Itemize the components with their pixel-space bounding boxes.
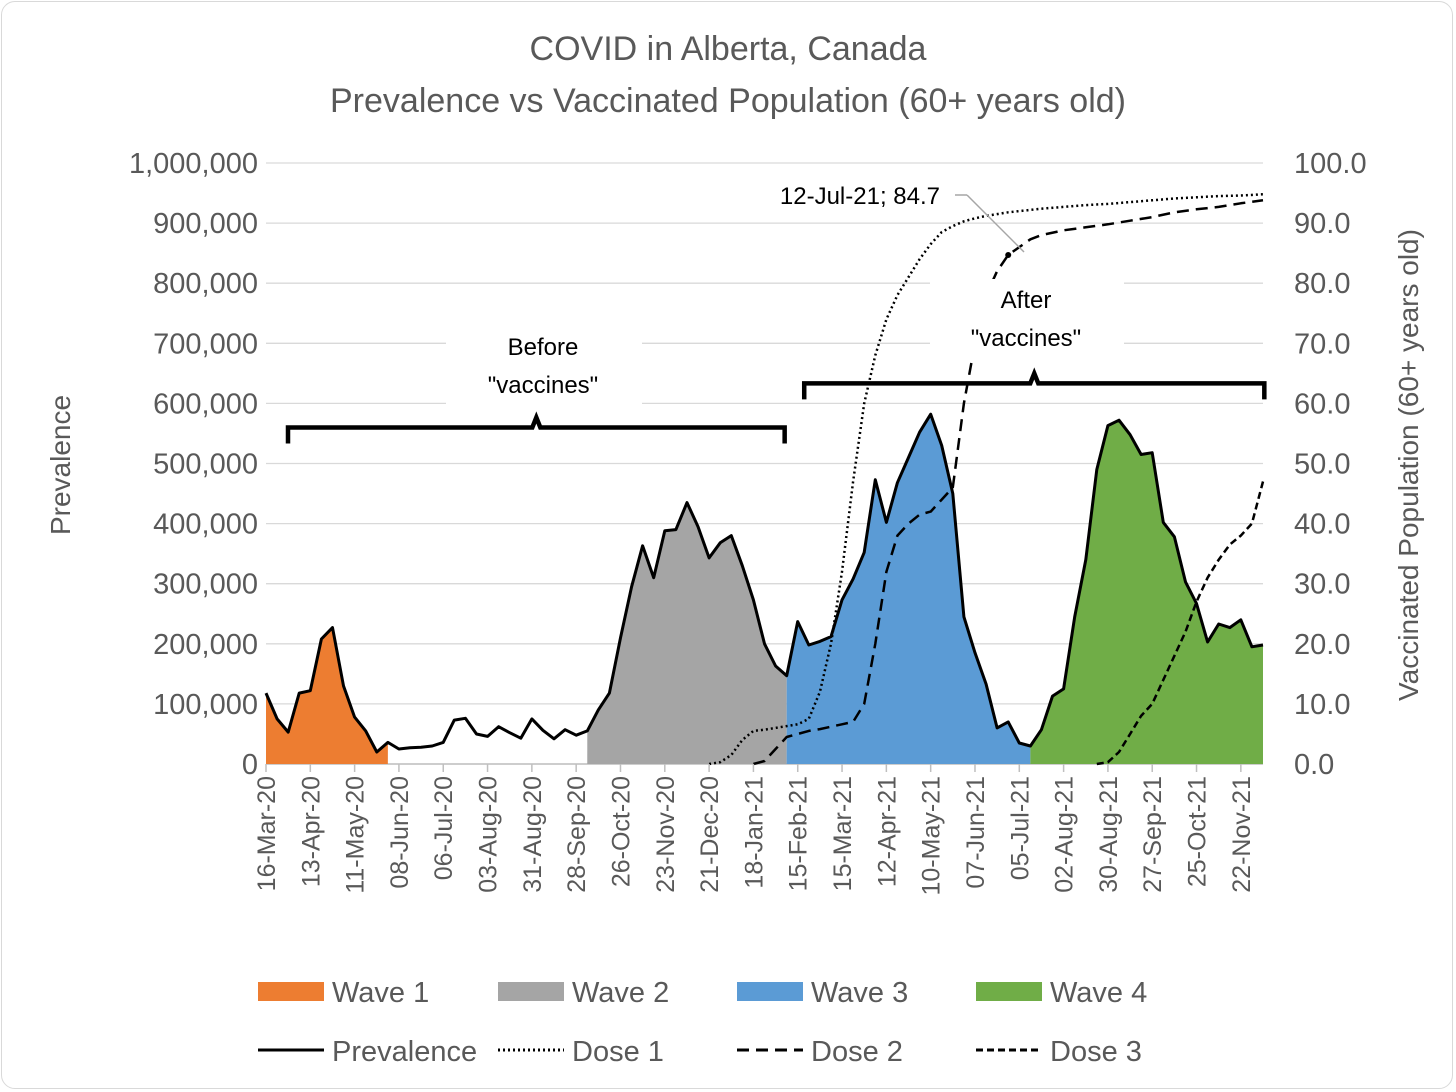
x-tick-label: 18-Jan-21	[740, 776, 768, 889]
y-tick-label: 300,000	[153, 569, 258, 601]
legend-label-wave-3: Wave 3	[811, 977, 908, 1009]
x-tick-label: 22-Nov-21	[1228, 776, 1256, 893]
y-tick-label: 0	[242, 749, 258, 781]
x-tick-label: 31-Aug-20	[519, 776, 547, 893]
y-axis-title: Prevalence	[45, 395, 76, 535]
point-label-leader-diag	[966, 194, 1025, 253]
legend-label-wave-2: Wave 2	[572, 977, 669, 1009]
legend-label-wave-4: Wave 4	[1050, 977, 1147, 1009]
line-dose-2	[753, 199, 1264, 766]
area-wave-1	[266, 627, 388, 764]
legend: Wave 1 Wave 2 Wave 3 Wave 4 Prevalence Dose 1…	[258, 977, 1147, 1068]
x-tick-label: 15-Feb-21	[785, 776, 813, 891]
after-label-line2: "vaccines"	[971, 325, 1081, 352]
x-tick-label: 26-Oct-20	[607, 776, 635, 887]
legend-swatch-wave-4	[976, 982, 1042, 1001]
legend-label-wave-1: Wave 1	[332, 977, 429, 1009]
series-lines	[264, 193, 1265, 766]
legend-label-dose-2: Dose 2	[811, 1036, 903, 1068]
y-tick-label: 200,000	[153, 629, 258, 661]
y-tick-label: 500,000	[153, 449, 258, 481]
line-dose-1	[708, 193, 1264, 766]
x-tick-label: 11-May-20	[342, 776, 370, 894]
before-label-line1: Before	[508, 334, 579, 361]
y2-tick-label: 20.0	[1294, 629, 1350, 661]
area-wave-4	[1030, 420, 1263, 764]
y2-tick-label: 60.0	[1294, 388, 1350, 420]
x-tick-label: 30-Aug-21	[1095, 776, 1123, 893]
x-tick-label: 06-Jul-20	[430, 776, 458, 880]
legend-label-dose-1: Dose 1	[572, 1036, 664, 1068]
y-tick-label: 600,000	[153, 388, 258, 420]
x-tick-label: 23-Nov-20	[652, 776, 680, 893]
area-wave-3	[786, 414, 1031, 764]
y2-tick-label: 30.0	[1294, 569, 1350, 601]
y-tick-label: 1,000,000	[129, 148, 258, 180]
y-tick-label: 900,000	[153, 208, 258, 240]
legend-label-dose-3: Dose 3	[1050, 1036, 1142, 1068]
legend-swatch-wave-2	[498, 982, 564, 1001]
y-tick-label: 400,000	[153, 509, 258, 541]
y-tick-label: 100,000	[153, 689, 258, 721]
x-tick-label: 25-Oct-21	[1184, 776, 1212, 887]
x-tick-label: 21-Dec-20	[696, 776, 724, 893]
y2-tick-label: 40.0	[1294, 509, 1350, 541]
annotations: 12-Jul-21; 84.7 Before "vaccines" After …	[446, 183, 1124, 404]
x-tick-label: 10-May-21	[918, 776, 946, 896]
x-tick-label: 12-Apr-21	[873, 776, 901, 887]
y2-tick-label: 0.0	[1294, 749, 1334, 781]
x-tick-label: 02-Aug-21	[1051, 776, 1079, 893]
brackets	[285, 367, 1267, 444]
x-tick-labels: 16-Mar-20 13-Apr-20 11-May-20 08-Jun-20 06-J…	[253, 764, 1256, 896]
x-tick-label: 08-Jun-20	[386, 776, 414, 889]
chart-subtitle: Prevalence vs Vaccinated Population (60+…	[330, 82, 1126, 120]
y2-tick-labels: 0.0 10.0 20.0 30.0 40.0 50.0 60.0 70.0 80.0 90.0 1…	[1294, 148, 1367, 781]
y-tick-labels: 0 100,000 200,000 300,000 400,000 500,000 600,…	[129, 148, 258, 781]
x-tick-label: 07-Jun-21	[962, 776, 990, 889]
before-label-bg	[446, 326, 642, 404]
x-tick-label: 27-Sep-21	[1139, 776, 1167, 893]
y2-tick-label: 10.0	[1294, 689, 1350, 721]
y2-tick-label: 50.0	[1294, 449, 1350, 481]
line-dose-3	[1096, 481, 1265, 766]
area-wave-2	[587, 502, 787, 764]
after-label-bg	[930, 279, 1124, 357]
y2-axis-title: Vaccinated Population (60+ years old)	[1393, 229, 1424, 701]
x-tick-label: 03-Aug-20	[475, 776, 503, 893]
bracket-after	[801, 367, 1267, 400]
before-label-line2: "vaccines"	[488, 372, 598, 399]
y2-tick-label: 70.0	[1294, 328, 1350, 360]
point-marker	[1005, 251, 1012, 258]
legend-swatch-wave-3	[737, 982, 803, 1001]
legend-swatch-wave-1	[258, 982, 324, 1001]
line-prevalence	[264, 412, 1264, 754]
x-tick-label: 15-Mar-21	[829, 776, 857, 891]
chart-title: COVID in Alberta, Canada	[530, 30, 927, 68]
y-tick-label: 700,000	[153, 328, 258, 360]
x-tick-label: 13-Apr-20	[297, 776, 325, 887]
after-label-line1: After	[1001, 287, 1052, 314]
x-tick-label: 16-Mar-20	[253, 776, 281, 891]
y-tick-label: 800,000	[153, 268, 258, 300]
y2-tick-label: 90.0	[1294, 208, 1350, 240]
bracket-before	[285, 411, 787, 444]
legend-label-prevalence: Prevalence	[332, 1036, 477, 1068]
y2-tick-label: 100.0	[1294, 148, 1367, 180]
x-tick-label: 28-Sep-20	[563, 776, 591, 893]
point-label: 12-Jul-21; 84.7	[780, 183, 940, 210]
x-tick-label: 05-Jul-21	[1006, 776, 1034, 880]
wave-areas	[266, 414, 1263, 764]
y2-tick-label: 80.0	[1294, 268, 1350, 300]
